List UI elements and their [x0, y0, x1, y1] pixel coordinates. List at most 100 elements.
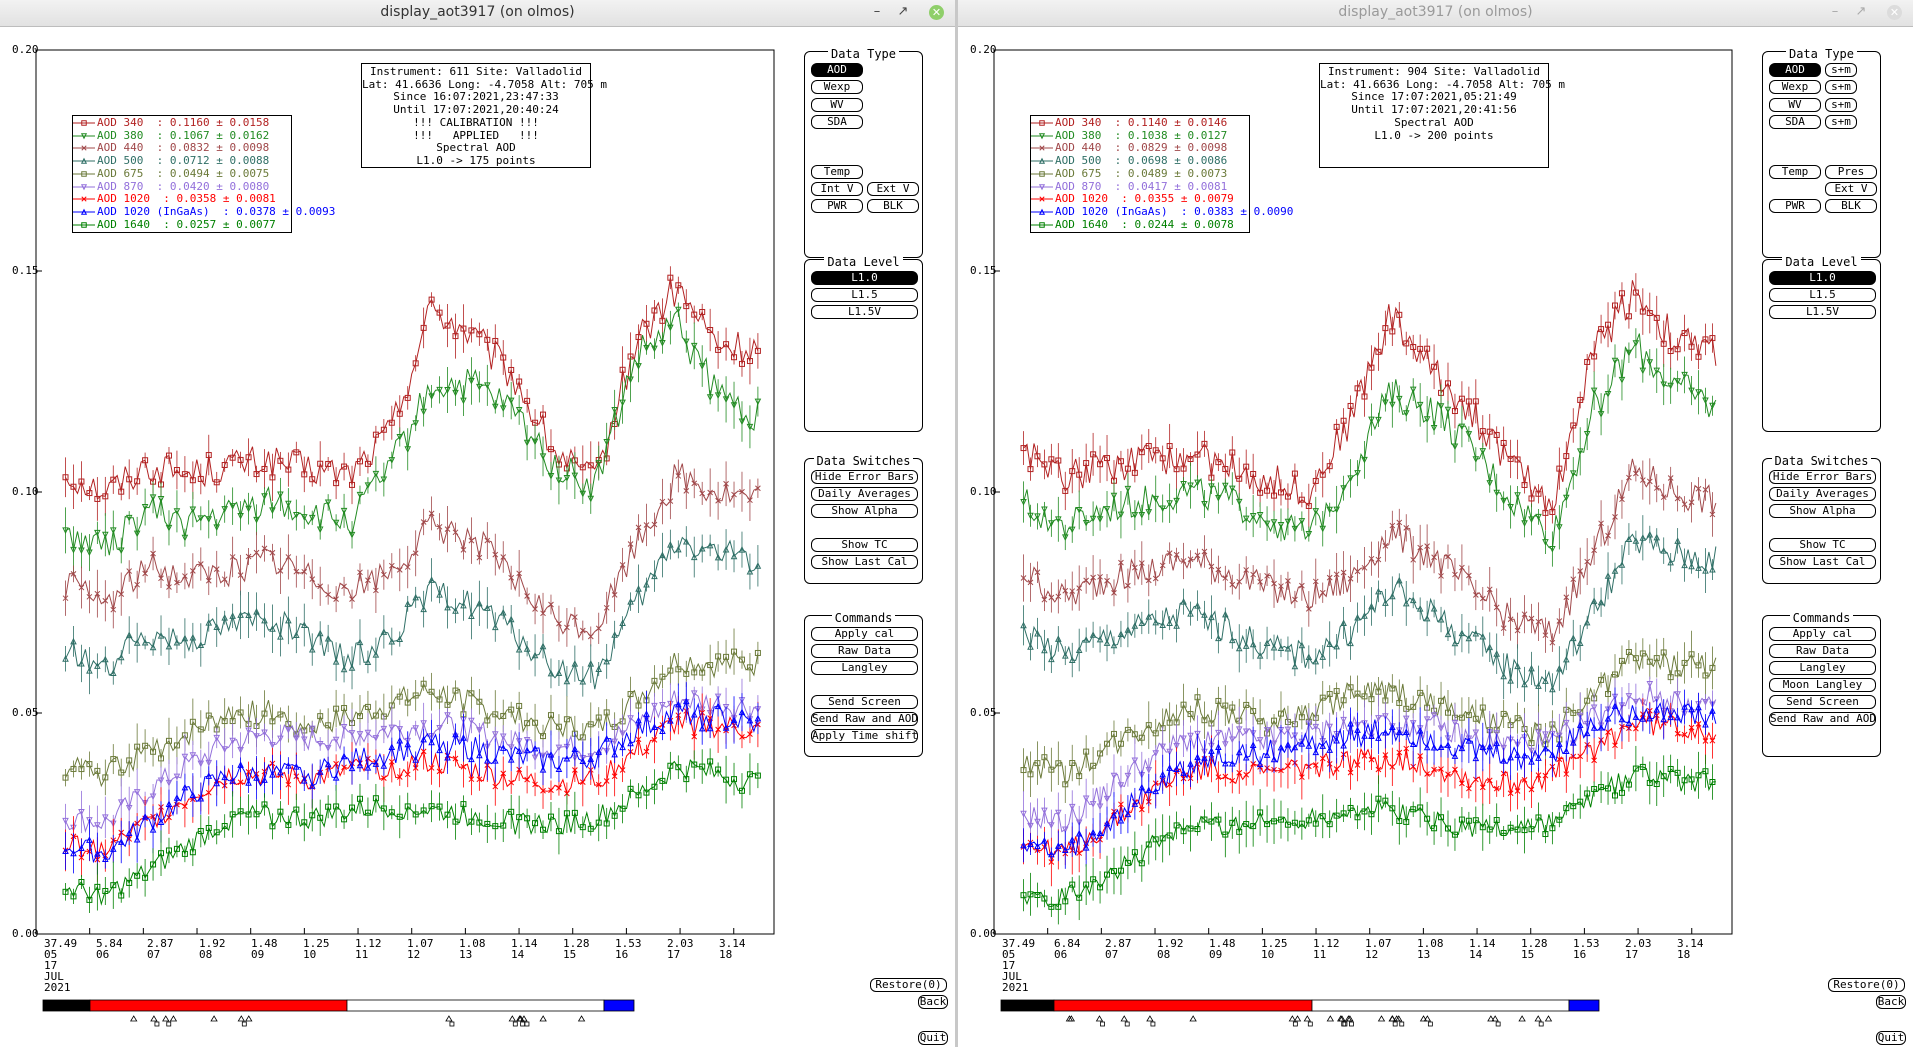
- datatype-sda-button[interactable]: SDA: [1769, 114, 1821, 129]
- data-point: [1556, 816, 1563, 823]
- restore-button[interactable]: Restore(0): [1828, 978, 1905, 992]
- datatype-sda-button[interactable]: SDA: [811, 114, 863, 129]
- datatype-aod-button[interactable]: AOD: [1769, 63, 1821, 77]
- level-l1-5-button[interactable]: L1.5: [811, 288, 918, 302]
- temp-button[interactable]: Temp: [1769, 165, 1821, 179]
- data-point: [619, 562, 626, 568]
- data-point: [1437, 743, 1445, 750]
- data-point: [1632, 537, 1640, 544]
- quit-button[interactable]: Quit: [1876, 1031, 1906, 1045]
- data-point: [1076, 471, 1083, 478]
- datatype-wv-button[interactable]: WV: [1769, 97, 1821, 112]
- cmd-send-raw-and-aod-button[interactable]: Send Raw and AOD: [1769, 712, 1876, 726]
- switch-show-last-cal-button[interactable]: Show Last Cal: [1769, 555, 1876, 569]
- pres-button[interactable]: Pres: [1825, 165, 1877, 179]
- switch-show-tc-button[interactable]: Show TC: [811, 538, 918, 552]
- switch-hide-error-bars-button[interactable]: Hide Error Bars: [1769, 470, 1876, 484]
- datatype-sm-button[interactable]: s+m: [1825, 97, 1857, 112]
- minimize-icon[interactable]: –: [1831, 4, 1839, 19]
- data-point: [627, 739, 634, 747]
- data-point: [1117, 816, 1125, 824]
- back-button[interactable]: Back: [1876, 995, 1906, 1009]
- level-l1-0-button[interactable]: L1.0: [811, 271, 918, 285]
- cmd-apply-cal-button[interactable]: Apply cal: [1769, 627, 1876, 641]
- data-point: [675, 282, 682, 289]
- close-icon[interactable]: ✕: [929, 5, 944, 20]
- data-point: [205, 759, 213, 767]
- data-point: [738, 546, 746, 553]
- level-l1-5-button[interactable]: L1.5: [1769, 288, 1876, 302]
- data-point: [205, 577, 212, 584]
- data-point: [540, 610, 546, 617]
- blk-button[interactable]: BLK: [1825, 199, 1877, 213]
- cmd-langley-button[interactable]: Langley: [1769, 661, 1876, 675]
- switch-show-tc-button[interactable]: Show TC: [1769, 538, 1876, 552]
- level-l1-5v-button[interactable]: L1.5V: [1769, 305, 1876, 319]
- data-point: [324, 760, 332, 768]
- restore-button[interactable]: Restore(0): [870, 978, 947, 992]
- datatype-sm-button[interactable]: s+m: [1825, 63, 1857, 77]
- close-icon[interactable]: ✕: [1887, 5, 1902, 20]
- data-point: [603, 778, 610, 784]
- back-button[interactable]: Back: [918, 995, 948, 1009]
- data-point: [173, 773, 181, 781]
- data-point: [1382, 713, 1389, 720]
- date-label: 2021: [1002, 981, 1029, 994]
- maximize-icon[interactable]: ↗: [1855, 4, 1867, 19]
- switch-show-alpha-button[interactable]: Show Alpha: [1769, 504, 1876, 518]
- pwr-button[interactable]: PWR: [811, 199, 863, 213]
- datatype-sm-button[interactable]: s+m: [1825, 80, 1857, 95]
- data-point: [1646, 714, 1654, 722]
- cmd-moon-langley-button[interactable]: Moon Langley: [1769, 678, 1876, 692]
- switch-daily-averages-button[interactable]: Daily Averages: [811, 487, 918, 501]
- maximize-icon[interactable]: ↗: [897, 4, 909, 19]
- temp-button[interactable]: Temp: [811, 165, 863, 179]
- data-point: [1215, 774, 1222, 780]
- data-point: [1646, 310, 1653, 317]
- pwr-button[interactable]: PWR: [1769, 199, 1821, 213]
- data-point: [1688, 776, 1695, 783]
- level-l1-0-button[interactable]: L1.0: [1769, 271, 1876, 285]
- minimize-icon[interactable]: –: [873, 4, 881, 19]
- data-point: [1361, 693, 1368, 700]
- level-l1-5v-button[interactable]: L1.5V: [811, 305, 918, 319]
- datatype-wv-button[interactable]: WV: [811, 97, 863, 112]
- datatype-aod-button[interactable]: AOD: [811, 63, 863, 77]
- cmd-send-screen-button[interactable]: Send Screen: [811, 695, 918, 709]
- data-point: [1577, 798, 1584, 805]
- data-point: [237, 572, 244, 578]
- data-point: [619, 366, 626, 373]
- switch-hide-error-bars-button[interactable]: Hide Error Bars: [811, 470, 918, 484]
- data-point: [1667, 475, 1674, 481]
- cmd-apply-cal-button[interactable]: Apply cal: [811, 627, 918, 641]
- data-point: [1347, 575, 1354, 582]
- datatype-sm-button[interactable]: s+m: [1825, 114, 1857, 129]
- cmd-send-raw-and-aod-button[interactable]: Send Raw and AOD: [811, 712, 918, 726]
- ext-v-button[interactable]: Ext V: [867, 182, 919, 196]
- data-point: [659, 727, 666, 734]
- data-point: [643, 748, 650, 755]
- cmd-langley-button[interactable]: Langley: [811, 661, 918, 675]
- ext-v-button[interactable]: Ext V: [1825, 182, 1877, 196]
- data-point: [1535, 814, 1542, 821]
- data-point: [197, 726, 204, 733]
- data-point: [1291, 525, 1299, 533]
- x-tick-label: 1.92: [1157, 937, 1184, 950]
- data-point: [1583, 431, 1591, 438]
- datatype-wexp-button[interactable]: Wexp: [1769, 80, 1821, 95]
- cmd-raw-data-button[interactable]: Raw Data: [1769, 644, 1876, 658]
- switch-show-last-cal-button[interactable]: Show Last Cal: [811, 555, 918, 569]
- switch-daily-averages-button[interactable]: Daily Averages: [1769, 487, 1876, 501]
- data-point: [1605, 785, 1612, 792]
- cmd-raw-data-button[interactable]: Raw Data: [811, 644, 918, 658]
- blk-button[interactable]: BLK: [867, 199, 919, 213]
- quit-button[interactable]: Quit: [918, 1031, 948, 1045]
- datatype-wexp-button[interactable]: Wexp: [811, 80, 863, 95]
- cmd-apply-time-shift-button[interactable]: Apply Time shift: [811, 729, 918, 743]
- cmd-send-screen-button[interactable]: Send Screen: [1769, 695, 1876, 709]
- data-point: [205, 452, 212, 459]
- data-point: [1250, 708, 1257, 715]
- data-point: [1660, 773, 1667, 780]
- switch-show-alpha-button[interactable]: Show Alpha: [811, 504, 918, 518]
- int-v-button[interactable]: Int V: [811, 182, 863, 196]
